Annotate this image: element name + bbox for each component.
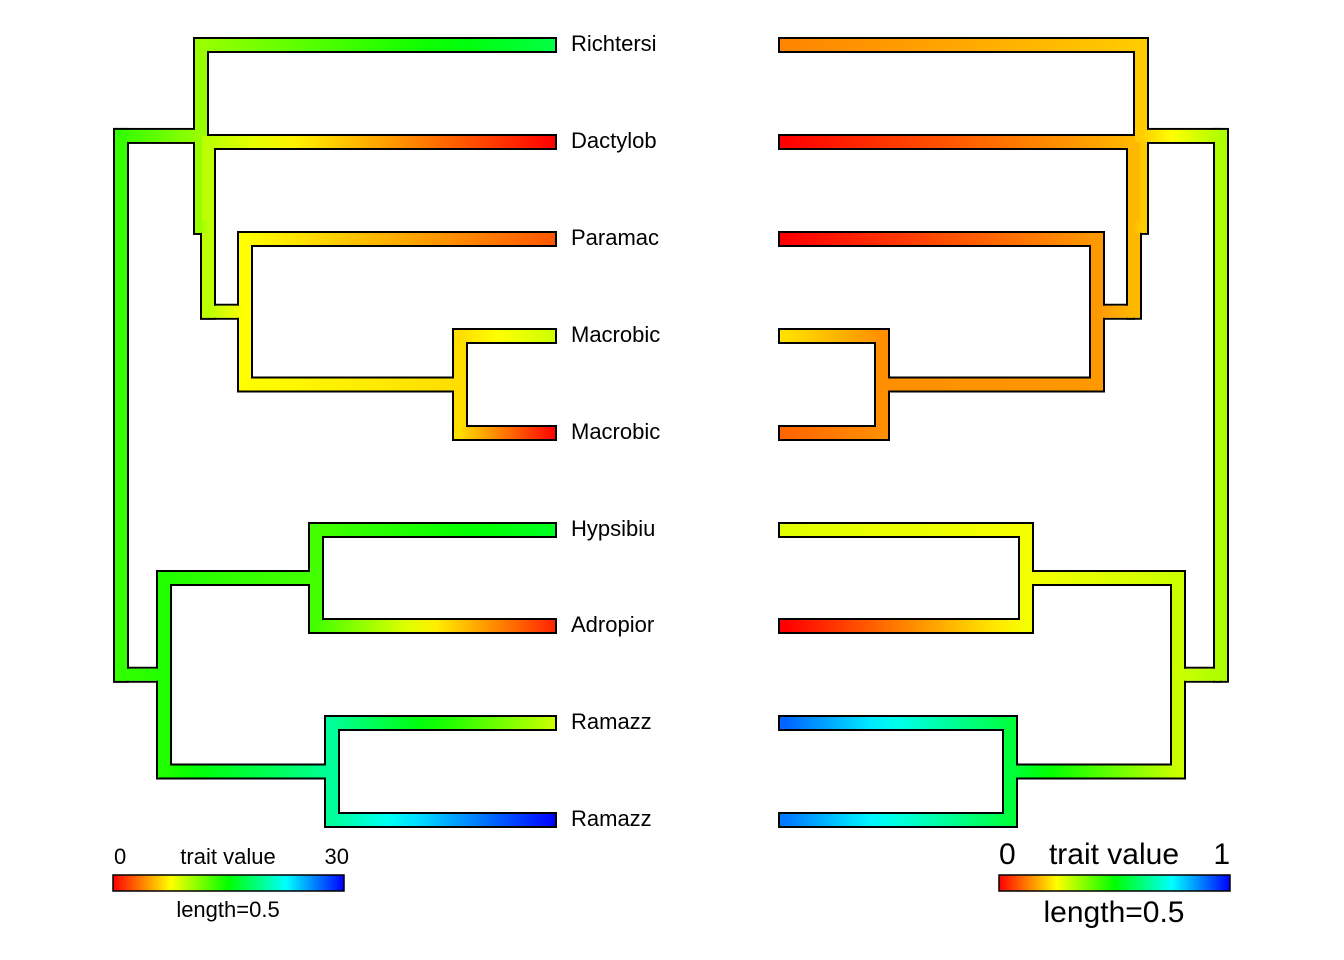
- branch-outline-t7: [308, 618, 557, 634]
- branch-vertical-F: [310, 524, 322, 632]
- branch-outline-t3: [237, 231, 557, 247]
- branch-t6: [780, 524, 1025, 536]
- branch-F: [158, 572, 315, 584]
- branch-outline-t9: [324, 812, 557, 828]
- branch-t5: [780, 427, 881, 439]
- branch-A: [1135, 129, 1220, 142]
- left-tree: [113, 37, 557, 828]
- left-color-legend: 0 trait value 30 length=0.5: [112, 844, 349, 922]
- tip-label-9: Ramazz: [571, 806, 652, 831]
- branch-E: [1172, 668, 1220, 681]
- branch-t4: [454, 330, 555, 342]
- tip-label-3: Paramac: [571, 225, 659, 250]
- tip-label-4: Macrobic: [571, 322, 660, 347]
- branch-vertical-root: [1215, 129, 1227, 681]
- branch-t1: [195, 39, 555, 51]
- right-legend-length-label: length=0.5: [1044, 896, 1185, 929]
- right-legend-min-label: 0: [999, 838, 1016, 871]
- branch-outline-t6: [308, 522, 557, 538]
- branch-t3: [780, 233, 1096, 245]
- branch-C: [1091, 305, 1133, 318]
- branch-B: [1128, 220, 1140, 233]
- left-legend-max-label: 30: [325, 844, 349, 869]
- left-legend-length-label: length=0.5: [176, 897, 279, 922]
- right-tree: [778, 37, 1229, 828]
- right-legend-max-label: 1: [1213, 838, 1230, 871]
- branch-t9: [780, 814, 1009, 826]
- branch-vertical-C: [239, 233, 251, 391]
- right-color-legend: 0 trait value 1 length=0.5: [998, 838, 1231, 929]
- branch-t6: [310, 524, 555, 536]
- left-legend-color-bar: [112, 874, 345, 892]
- branch-F: [1020, 572, 1177, 584]
- branch-outline-t4: [452, 328, 557, 344]
- branch-D: [239, 378, 459, 391]
- tip-label-5: Macrobic: [571, 419, 660, 444]
- branch-vertical-D: [454, 330, 466, 439]
- branch-vertical-root: [115, 129, 127, 681]
- branch-outline-t5: [452, 425, 557, 441]
- tip-labels: Richtersi Dactylob Paramac Macrobic Macr…: [571, 31, 660, 831]
- branch-G: [158, 765, 331, 778]
- tip-label-7: Adropior: [571, 612, 654, 637]
- branch-C: [202, 305, 244, 318]
- branch-t4: [780, 330, 881, 342]
- branch-E: [115, 668, 163, 681]
- branch-t2: [780, 136, 1133, 148]
- left-legend-title: trait value: [180, 844, 275, 869]
- branch-t1: [780, 39, 1140, 51]
- branch-t3: [239, 233, 555, 245]
- branch-t8: [326, 717, 555, 729]
- branch-vertical-G: [326, 717, 338, 826]
- branch-D: [876, 378, 1096, 391]
- branch-t7: [780, 620, 1025, 632]
- branch-B: [195, 220, 207, 233]
- branch-t5: [454, 427, 555, 439]
- tip-label-2: Dactylob: [571, 128, 657, 153]
- branch-t2: [202, 136, 555, 148]
- branch-G: [1004, 765, 1177, 778]
- tip-label-6: Hypsibiu: [571, 516, 655, 541]
- tip-label-1: Richtersi: [571, 31, 657, 56]
- branch-outline-t1: [193, 37, 557, 53]
- branch-A: [115, 129, 200, 142]
- branch-t8: [780, 717, 1009, 729]
- branch-t9: [326, 814, 555, 826]
- branch-vertical-B: [202, 136, 214, 318]
- left-legend-min-label: 0: [114, 844, 126, 869]
- branch-vertical-E: [158, 572, 170, 778]
- tip-label-8: Ramazz: [571, 709, 652, 734]
- branch-t7: [310, 620, 555, 632]
- branch-outline-t8: [324, 715, 557, 731]
- right-legend-color-bar: [998, 874, 1231, 892]
- right-legend-title: trait value: [1049, 838, 1179, 871]
